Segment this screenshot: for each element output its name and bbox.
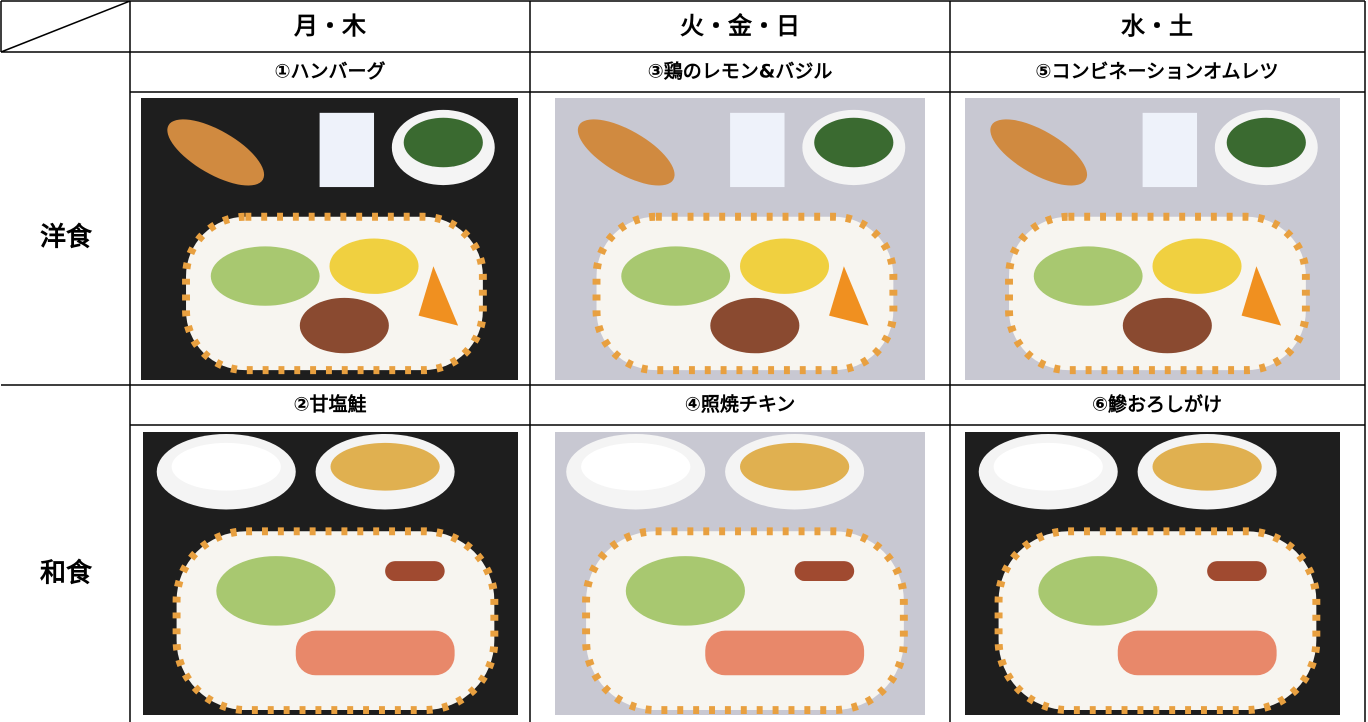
dish-name: ②甘塩鮭 bbox=[293, 393, 366, 416]
photo bbox=[965, 98, 1340, 380]
photo bbox=[555, 98, 925, 380]
row-label: 洋食 bbox=[40, 222, 93, 253]
photo bbox=[965, 432, 1340, 715]
column-header: 月・木 bbox=[293, 12, 367, 40]
dish-name: ③鶏のレモン&バジル bbox=[648, 60, 833, 83]
column-header: 水・土 bbox=[1121, 12, 1193, 40]
diagonal bbox=[0, 0, 131, 53]
dish-name: ①ハンバーグ bbox=[274, 60, 385, 83]
row-label: 和食 bbox=[40, 558, 93, 589]
dish-name: ⑥鰺おろしがけ bbox=[1092, 393, 1222, 416]
photo bbox=[555, 432, 925, 715]
photo bbox=[143, 432, 518, 715]
column-header: 火・金・日 bbox=[680, 12, 800, 40]
dish-name: ⑤コンビネーションオムレツ bbox=[1035, 61, 1278, 83]
photo bbox=[141, 98, 518, 380]
dish-name: ④照焼チキン bbox=[685, 393, 796, 416]
